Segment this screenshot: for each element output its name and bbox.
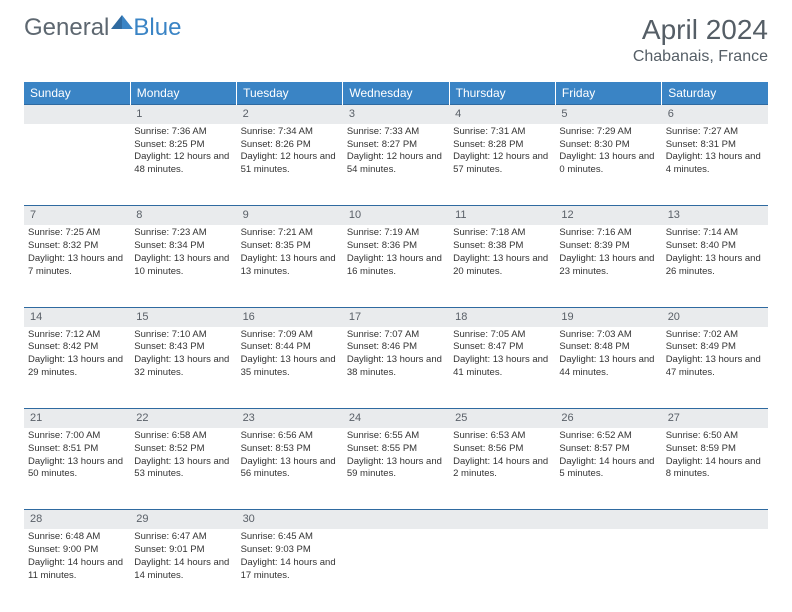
day-cell: Sunrise: 7:14 AMSunset: 8:40 PMDaylight:…	[662, 225, 768, 307]
day-number: 27	[662, 409, 768, 428]
day-number: 4	[449, 105, 555, 124]
logo-mark-icon	[111, 13, 133, 29]
day-number: 14	[24, 307, 130, 326]
day-cell	[24, 124, 130, 206]
day-number: 29	[130, 510, 236, 529]
day-cell	[449, 529, 555, 611]
day-number: 2	[237, 105, 343, 124]
day-number: 16	[237, 307, 343, 326]
logo-text-2: Blue	[133, 14, 181, 42]
day-number: 5	[555, 105, 661, 124]
day-cell: Sunrise: 6:50 AMSunset: 8:59 PMDaylight:…	[662, 428, 768, 510]
day-number: 25	[449, 409, 555, 428]
day-cell: Sunrise: 7:18 AMSunset: 8:38 PMDaylight:…	[449, 225, 555, 307]
day-content-row: Sunrise: 7:00 AMSunset: 8:51 PMDaylight:…	[24, 428, 768, 510]
day-cell: Sunrise: 7:33 AMSunset: 8:27 PMDaylight:…	[343, 124, 449, 206]
weekday-header: Thursday	[449, 82, 555, 105]
day-cell: Sunrise: 7:29 AMSunset: 8:30 PMDaylight:…	[555, 124, 661, 206]
day-cell: Sunrise: 6:52 AMSunset: 8:57 PMDaylight:…	[555, 428, 661, 510]
day-cell: Sunrise: 7:31 AMSunset: 8:28 PMDaylight:…	[449, 124, 555, 206]
day-number: 28	[24, 510, 130, 529]
day-number	[449, 510, 555, 529]
month-title: April 2024	[633, 14, 768, 46]
location: Chabanais, France	[633, 48, 768, 66]
day-number: 22	[130, 409, 236, 428]
logo: General Blue	[24, 14, 181, 42]
day-cell: Sunrise: 6:47 AMSunset: 9:01 PMDaylight:…	[130, 529, 236, 611]
title-block: April 2024 Chabanais, France	[633, 14, 768, 66]
day-number: 18	[449, 307, 555, 326]
day-number	[24, 105, 130, 124]
day-cell: Sunrise: 6:53 AMSunset: 8:56 PMDaylight:…	[449, 428, 555, 510]
day-cell: Sunrise: 7:12 AMSunset: 8:42 PMDaylight:…	[24, 327, 130, 409]
logo-text-1: General	[24, 14, 109, 42]
day-number: 10	[343, 206, 449, 225]
day-number: 8	[130, 206, 236, 225]
day-cell: Sunrise: 6:45 AMSunset: 9:03 PMDaylight:…	[237, 529, 343, 611]
day-number: 9	[237, 206, 343, 225]
day-cell: Sunrise: 7:07 AMSunset: 8:46 PMDaylight:…	[343, 327, 449, 409]
day-number: 21	[24, 409, 130, 428]
day-content-row: Sunrise: 6:48 AMSunset: 9:00 PMDaylight:…	[24, 529, 768, 611]
day-cell: Sunrise: 6:58 AMSunset: 8:52 PMDaylight:…	[130, 428, 236, 510]
day-content-row: Sunrise: 7:12 AMSunset: 8:42 PMDaylight:…	[24, 327, 768, 409]
day-cell: Sunrise: 6:56 AMSunset: 8:53 PMDaylight:…	[237, 428, 343, 510]
weekday-header-row: Sunday Monday Tuesday Wednesday Thursday…	[24, 82, 768, 105]
weekday-header: Sunday	[24, 82, 130, 105]
day-cell: Sunrise: 7:21 AMSunset: 8:35 PMDaylight:…	[237, 225, 343, 307]
day-number-row: 21222324252627	[24, 409, 768, 428]
day-number	[662, 510, 768, 529]
day-cell	[555, 529, 661, 611]
day-number	[343, 510, 449, 529]
day-cell: Sunrise: 7:23 AMSunset: 8:34 PMDaylight:…	[130, 225, 236, 307]
day-number: 11	[449, 206, 555, 225]
day-cell: Sunrise: 7:00 AMSunset: 8:51 PMDaylight:…	[24, 428, 130, 510]
day-cell: Sunrise: 7:03 AMSunset: 8:48 PMDaylight:…	[555, 327, 661, 409]
day-number-row: 14151617181920	[24, 307, 768, 326]
day-content-row: Sunrise: 7:36 AMSunset: 8:25 PMDaylight:…	[24, 124, 768, 206]
day-cell: Sunrise: 7:36 AMSunset: 8:25 PMDaylight:…	[130, 124, 236, 206]
day-number-row: 78910111213	[24, 206, 768, 225]
day-number: 30	[237, 510, 343, 529]
weekday-header: Wednesday	[343, 82, 449, 105]
day-number-row: 123456	[24, 105, 768, 124]
day-cell: Sunrise: 7:05 AMSunset: 8:47 PMDaylight:…	[449, 327, 555, 409]
day-cell: Sunrise: 7:34 AMSunset: 8:26 PMDaylight:…	[237, 124, 343, 206]
day-cell: Sunrise: 7:16 AMSunset: 8:39 PMDaylight:…	[555, 225, 661, 307]
day-number: 3	[343, 105, 449, 124]
day-cell: Sunrise: 7:19 AMSunset: 8:36 PMDaylight:…	[343, 225, 449, 307]
day-number: 20	[662, 307, 768, 326]
weekday-header: Monday	[130, 82, 236, 105]
weekday-header: Friday	[555, 82, 661, 105]
day-cell: Sunrise: 7:27 AMSunset: 8:31 PMDaylight:…	[662, 124, 768, 206]
day-cell	[662, 529, 768, 611]
day-number: 17	[343, 307, 449, 326]
day-number: 6	[662, 105, 768, 124]
day-number: 19	[555, 307, 661, 326]
day-number: 1	[130, 105, 236, 124]
weekday-header: Saturday	[662, 82, 768, 105]
day-cell: Sunrise: 6:48 AMSunset: 9:00 PMDaylight:…	[24, 529, 130, 611]
day-number-row: 282930	[24, 510, 768, 529]
calendar-table: Sunday Monday Tuesday Wednesday Thursday…	[24, 82, 768, 611]
day-cell: Sunrise: 7:02 AMSunset: 8:49 PMDaylight:…	[662, 327, 768, 409]
day-cell	[343, 529, 449, 611]
day-number: 12	[555, 206, 661, 225]
day-content-row: Sunrise: 7:25 AMSunset: 8:32 PMDaylight:…	[24, 225, 768, 307]
day-number: 15	[130, 307, 236, 326]
day-number: 26	[555, 409, 661, 428]
day-number: 23	[237, 409, 343, 428]
day-number: 7	[24, 206, 130, 225]
day-cell: Sunrise: 7:09 AMSunset: 8:44 PMDaylight:…	[237, 327, 343, 409]
weekday-header: Tuesday	[237, 82, 343, 105]
day-cell: Sunrise: 7:10 AMSunset: 8:43 PMDaylight:…	[130, 327, 236, 409]
header: General Blue April 2024 Chabanais, Franc…	[0, 0, 792, 74]
day-number: 13	[662, 206, 768, 225]
day-cell: Sunrise: 6:55 AMSunset: 8:55 PMDaylight:…	[343, 428, 449, 510]
day-cell: Sunrise: 7:25 AMSunset: 8:32 PMDaylight:…	[24, 225, 130, 307]
day-number	[555, 510, 661, 529]
day-number: 24	[343, 409, 449, 428]
